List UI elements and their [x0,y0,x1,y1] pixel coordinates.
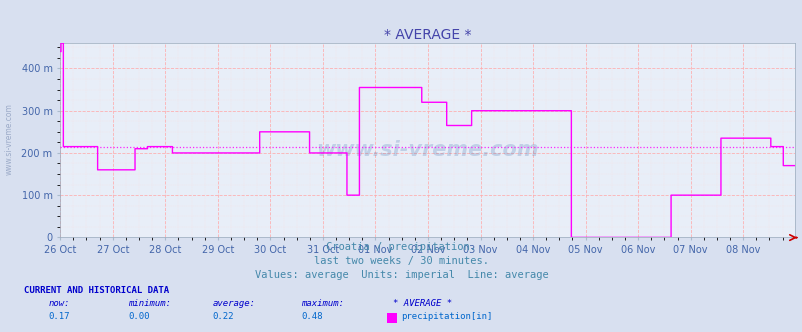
Text: now:: now: [48,299,70,308]
Text: CURRENT AND HISTORICAL DATA: CURRENT AND HISTORICAL DATA [24,286,169,295]
Text: last two weeks / 30 minutes.: last two weeks / 30 minutes. [314,256,488,266]
Text: 0.48: 0.48 [301,312,322,321]
Text: minimum:: minimum: [128,299,172,308]
Title: * AVERAGE *: * AVERAGE * [383,28,471,42]
Text: 0.22: 0.22 [213,312,234,321]
Text: 0.00: 0.00 [128,312,150,321]
Text: Croatia / precipitation.: Croatia / precipitation. [326,242,476,252]
Text: Values: average  Units: imperial  Line: average: Values: average Units: imperial Line: av… [254,270,548,280]
Text: 0.17: 0.17 [48,312,70,321]
Text: www.si-vreme.com: www.si-vreme.com [5,104,14,175]
Text: maximum:: maximum: [301,299,344,308]
Text: precipitation[in]: precipitation[in] [401,312,492,321]
Text: www.si-vreme.com: www.si-vreme.com [316,140,538,160]
Text: average:: average: [213,299,256,308]
Text: * AVERAGE *: * AVERAGE * [393,299,452,308]
